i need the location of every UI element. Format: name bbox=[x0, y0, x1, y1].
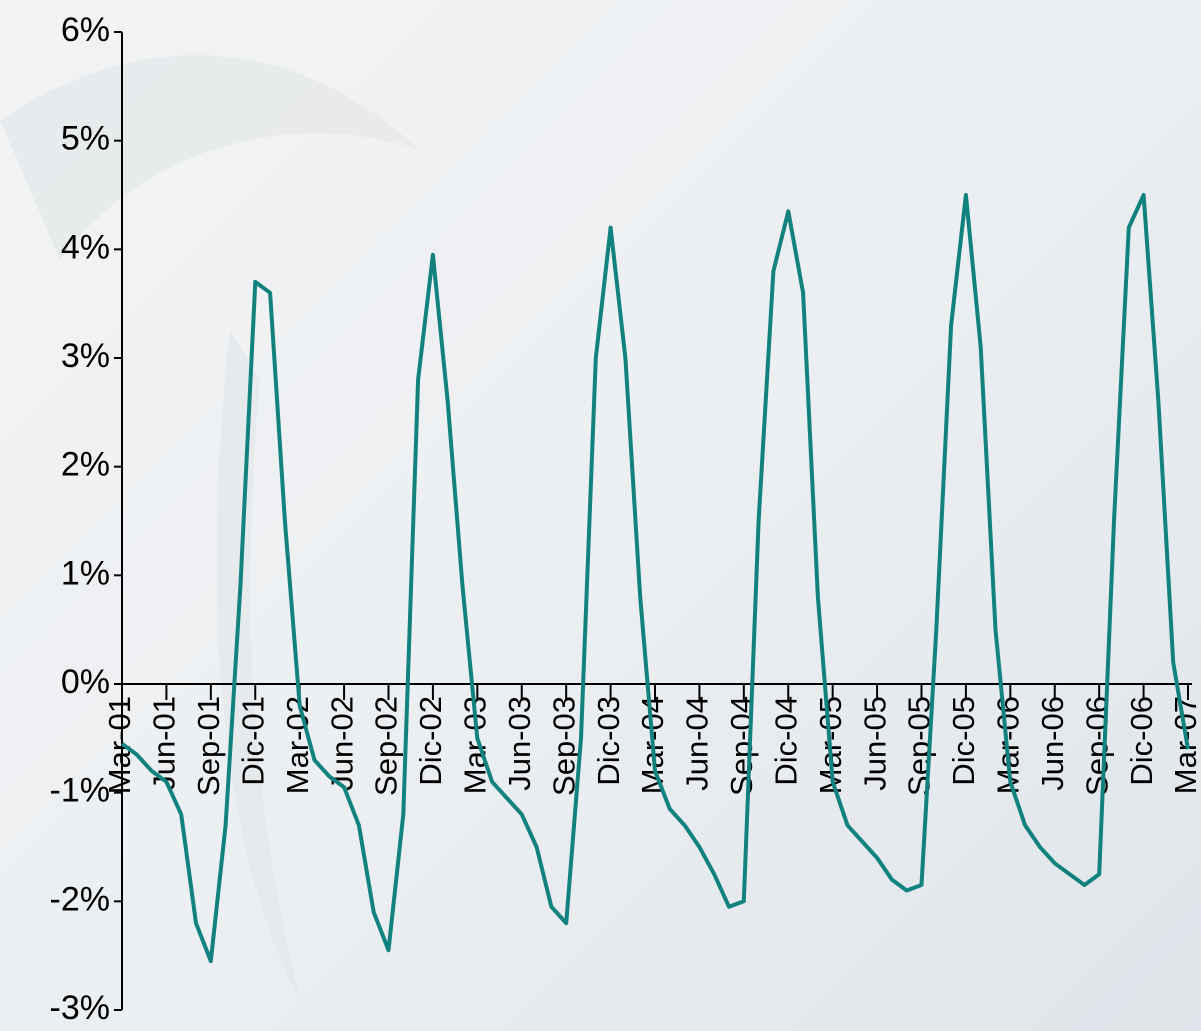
x-tick-label: Dic-01 bbox=[235, 696, 270, 786]
line bbox=[120, 193, 1190, 964]
y-tick-label: -3% bbox=[50, 989, 110, 1027]
y-tick-label: -1% bbox=[50, 772, 110, 810]
y-tick-label: 6% bbox=[61, 11, 110, 49]
y-tick-label: -2% bbox=[50, 880, 110, 918]
x-tick-label: Sep-04 bbox=[724, 696, 759, 796]
y-tick-label: 1% bbox=[61, 554, 110, 592]
y-tick-label: 2% bbox=[61, 446, 110, 484]
x-tick-label: Jun-01 bbox=[147, 696, 182, 791]
y-tick-label: 5% bbox=[61, 120, 110, 158]
x-tick-label: Sep-02 bbox=[369, 696, 404, 796]
x-tick-label: Sep-03 bbox=[546, 696, 581, 796]
x-tick-label: Dic-03 bbox=[591, 696, 626, 786]
x-tick-label: Mar-01 bbox=[102, 696, 137, 794]
x-tick-label: Sep-06 bbox=[1079, 696, 1114, 796]
background-swoosh bbox=[0, 55, 420, 261]
x-tick-label: Jun-06 bbox=[1035, 696, 1070, 791]
x-tick-label: Dic-02 bbox=[413, 696, 448, 786]
x-tick-label: Jun-03 bbox=[502, 696, 537, 791]
x-tick-label: Mar-07 bbox=[1168, 696, 1201, 794]
y-tick-label: 4% bbox=[61, 228, 110, 266]
x-tick-label: Jun-04 bbox=[680, 696, 715, 791]
y-tick-label: 0% bbox=[61, 663, 110, 701]
y-tick-label: 3% bbox=[61, 337, 110, 375]
x-tick-label: Dic-04 bbox=[768, 696, 803, 786]
background-swoosh bbox=[216, 330, 300, 1000]
x-tick-label: Sep-01 bbox=[191, 696, 226, 796]
x-tick-label: Dic-06 bbox=[1124, 696, 1159, 786]
x-tick-label: Jun-05 bbox=[857, 696, 892, 791]
x-tick-label: Dic-05 bbox=[946, 696, 981, 786]
